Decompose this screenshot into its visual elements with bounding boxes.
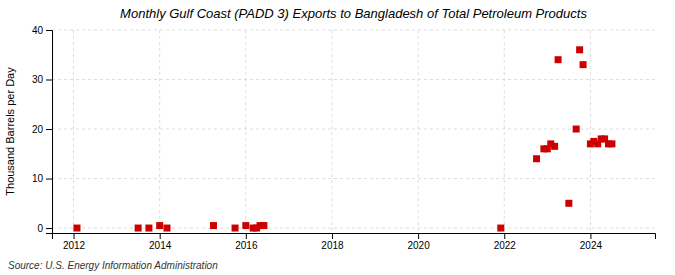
grid-line	[52, 228, 655, 229]
tick: 2022	[494, 233, 517, 251]
tick-label: 2018	[321, 240, 344, 251]
tick-mark	[418, 233, 419, 239]
tick-mark	[46, 30, 52, 31]
grid-line	[418, 30, 419, 233]
point	[497, 225, 504, 232]
y-axis-title: Thousand Barrels per Day	[4, 67, 16, 196]
tick-mark	[46, 179, 52, 180]
point	[580, 61, 587, 68]
grid-line	[52, 30, 655, 31]
grid-line	[52, 79, 655, 80]
grid-line	[245, 30, 246, 233]
point	[232, 225, 239, 232]
point	[551, 143, 558, 150]
tick: 2014	[149, 233, 172, 251]
point	[73, 225, 80, 232]
tick: 30	[32, 74, 52, 85]
point	[565, 200, 572, 207]
tick-label: 10	[32, 173, 44, 184]
tick-label: 2022	[494, 240, 517, 251]
annotation: Source: U.S. Energy Information Administ…	[8, 260, 218, 271]
tick-mark	[74, 233, 75, 239]
tick: 20	[32, 124, 52, 135]
chart: 2012 2014 2016 2018 2020 2022 2024 0 10 20 30 40 Mon…	[0, 0, 675, 275]
tick-label: 0	[37, 223, 43, 234]
tick: 2018	[321, 233, 344, 251]
tick-label: 2014	[149, 240, 172, 251]
axis-line	[46, 31, 53, 234]
x-axis: 2012 2014 2016 2018 2020 2022 2024	[53, 233, 656, 251]
point	[242, 222, 249, 229]
tick-mark	[504, 233, 505, 239]
tick: 10	[32, 173, 52, 184]
point	[555, 56, 562, 63]
grid-line	[52, 178, 655, 179]
grid-line	[73, 30, 74, 233]
tick-mark	[332, 233, 333, 239]
grid-line	[52, 129, 655, 130]
y-axis: 0 10 20 30 40	[32, 25, 53, 234]
point	[260, 222, 267, 229]
plot: 2012 2014 2016 2018 2020 2022 2024 0 10 20 30 40	[32, 25, 656, 251]
points	[73, 46, 615, 231]
tick-mark	[590, 233, 591, 239]
grid-line	[590, 30, 591, 233]
point	[573, 126, 580, 133]
tick-label: 20	[32, 124, 44, 135]
point	[576, 46, 583, 53]
tick: 2020	[407, 233, 430, 251]
grid-line	[504, 30, 505, 233]
tick: 0	[37, 223, 52, 234]
point	[533, 155, 540, 162]
grid	[52, 30, 655, 233]
point	[164, 225, 171, 232]
tick: 40	[32, 25, 52, 36]
tick-mark	[160, 233, 161, 239]
point	[135, 225, 142, 232]
point	[156, 222, 163, 229]
tick-mark	[46, 129, 52, 130]
tick-label: 2016	[235, 240, 258, 251]
grid-line	[159, 30, 160, 233]
tick: 2012	[63, 233, 86, 251]
tick: 2024	[580, 233, 603, 251]
tick: 2016	[235, 233, 258, 251]
tick-label: 2024	[580, 240, 603, 251]
tick-label: 2020	[407, 240, 430, 251]
title: Monthly Gulf Coast (PADD 3) Exports to B…	[120, 6, 587, 21]
point	[608, 140, 615, 147]
axis-line	[53, 234, 656, 240]
tick-label: 30	[32, 74, 44, 85]
tick-label: 2012	[63, 240, 86, 251]
tick-mark	[46, 228, 52, 229]
tick-mark	[46, 80, 52, 81]
point	[210, 222, 217, 229]
tick-label: 40	[32, 25, 44, 36]
grid-line	[331, 30, 332, 233]
tick-mark	[246, 233, 247, 239]
point	[145, 225, 152, 232]
